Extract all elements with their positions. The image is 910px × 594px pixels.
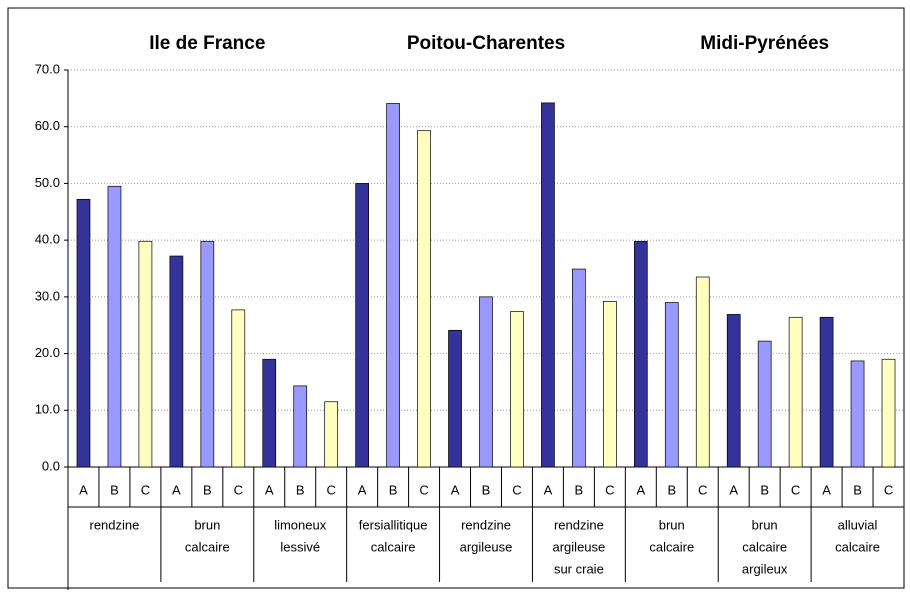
chart-border: [7, 7, 905, 589]
x-tick-label: C: [698, 482, 707, 497]
bar: [479, 296, 493, 468]
bar: [510, 311, 524, 468]
x-tick-label: B: [575, 482, 584, 497]
x-tick-label: B: [296, 482, 305, 497]
x-tick-label: A: [172, 482, 181, 497]
bar: [169, 255, 184, 468]
x-tick-label: A: [822, 482, 831, 497]
category-label: brun: [194, 517, 220, 532]
x-tick-label: C: [326, 482, 335, 497]
category-label: argileuse: [460, 539, 513, 554]
category-label: lessivé: [280, 539, 320, 554]
category-label: rendzine: [461, 517, 511, 532]
bar: [417, 130, 431, 468]
bar: [726, 314, 741, 468]
bar: [324, 401, 339, 468]
x-tick-label: C: [791, 482, 800, 497]
category-label: sur craie: [554, 561, 604, 576]
x-tick-label: A: [729, 482, 738, 497]
bar: [633, 240, 648, 468]
y-tick-label: 40.0: [35, 232, 60, 247]
category-label: brun: [752, 517, 778, 532]
x-tick-label: A: [265, 482, 274, 497]
bar: [76, 198, 91, 468]
bar: [262, 358, 277, 468]
x-tick-label: A: [358, 482, 367, 497]
category-label: argileuse: [553, 539, 606, 554]
x-tick-label: B: [110, 482, 119, 497]
bar: [881, 358, 896, 468]
category-label: calcaire: [835, 539, 880, 554]
x-tick-label: B: [667, 482, 676, 497]
bar: [386, 103, 400, 468]
x-tick-label: A: [636, 482, 645, 497]
bar: [695, 276, 710, 468]
category-label: calcaire: [185, 539, 230, 554]
category-label: fersiallitique: [359, 517, 428, 532]
bar: [293, 385, 308, 468]
bar: [819, 316, 834, 468]
y-tick-label: 30.0: [35, 288, 60, 303]
x-tick-label: A: [451, 482, 460, 497]
y-tick-label: 20.0: [35, 345, 60, 360]
y-tick-label: 10.0: [35, 402, 60, 417]
category-label: calcaire: [742, 539, 787, 554]
x-tick-label: B: [853, 482, 862, 497]
x-tick-label: C: [605, 482, 614, 497]
bar: [448, 329, 462, 468]
category-label: brun: [659, 517, 685, 532]
region-title: Ile de France: [149, 33, 265, 54]
y-tick-label: 60.0: [35, 118, 60, 133]
x-tick-label: A: [79, 482, 88, 497]
x-tick-label: C: [419, 482, 428, 497]
bar: [138, 240, 153, 468]
x-tick-label: B: [482, 482, 491, 497]
bar: [231, 309, 246, 468]
x-tick-label: C: [234, 482, 243, 497]
category-label: argileux: [742, 561, 788, 576]
bar: [603, 301, 617, 468]
category-label: alluvial: [838, 517, 878, 532]
y-tick-label: 50.0: [35, 175, 60, 190]
x-tick-label: A: [544, 482, 553, 497]
bar: [355, 183, 369, 468]
x-tick-label: C: [141, 482, 150, 497]
x-tick-label: B: [203, 482, 212, 497]
bar: [107, 185, 122, 468]
region-title: Poitou-Charentes: [407, 33, 565, 54]
category-label: calcaire: [649, 539, 694, 554]
bar: [850, 360, 865, 468]
bar: [541, 102, 555, 468]
bar: [200, 240, 215, 468]
region-title: Midi-Pyrénées: [700, 33, 829, 54]
x-tick-label: B: [760, 482, 769, 497]
x-tick-label: C: [884, 482, 893, 497]
bar: [664, 302, 679, 468]
bar: [572, 268, 586, 468]
x-tick-label: C: [512, 482, 521, 497]
category-label: rendzine: [90, 517, 140, 532]
y-tick-label: 70.0: [35, 61, 60, 76]
category-label: calcaire: [371, 539, 416, 554]
y-tick-label: 0.0: [42, 458, 60, 473]
category-label: limoneux: [274, 517, 327, 532]
bar: [788, 316, 803, 468]
x-tick-label: B: [389, 482, 398, 497]
category-label: rendzine: [554, 517, 604, 532]
bar: [757, 340, 772, 468]
